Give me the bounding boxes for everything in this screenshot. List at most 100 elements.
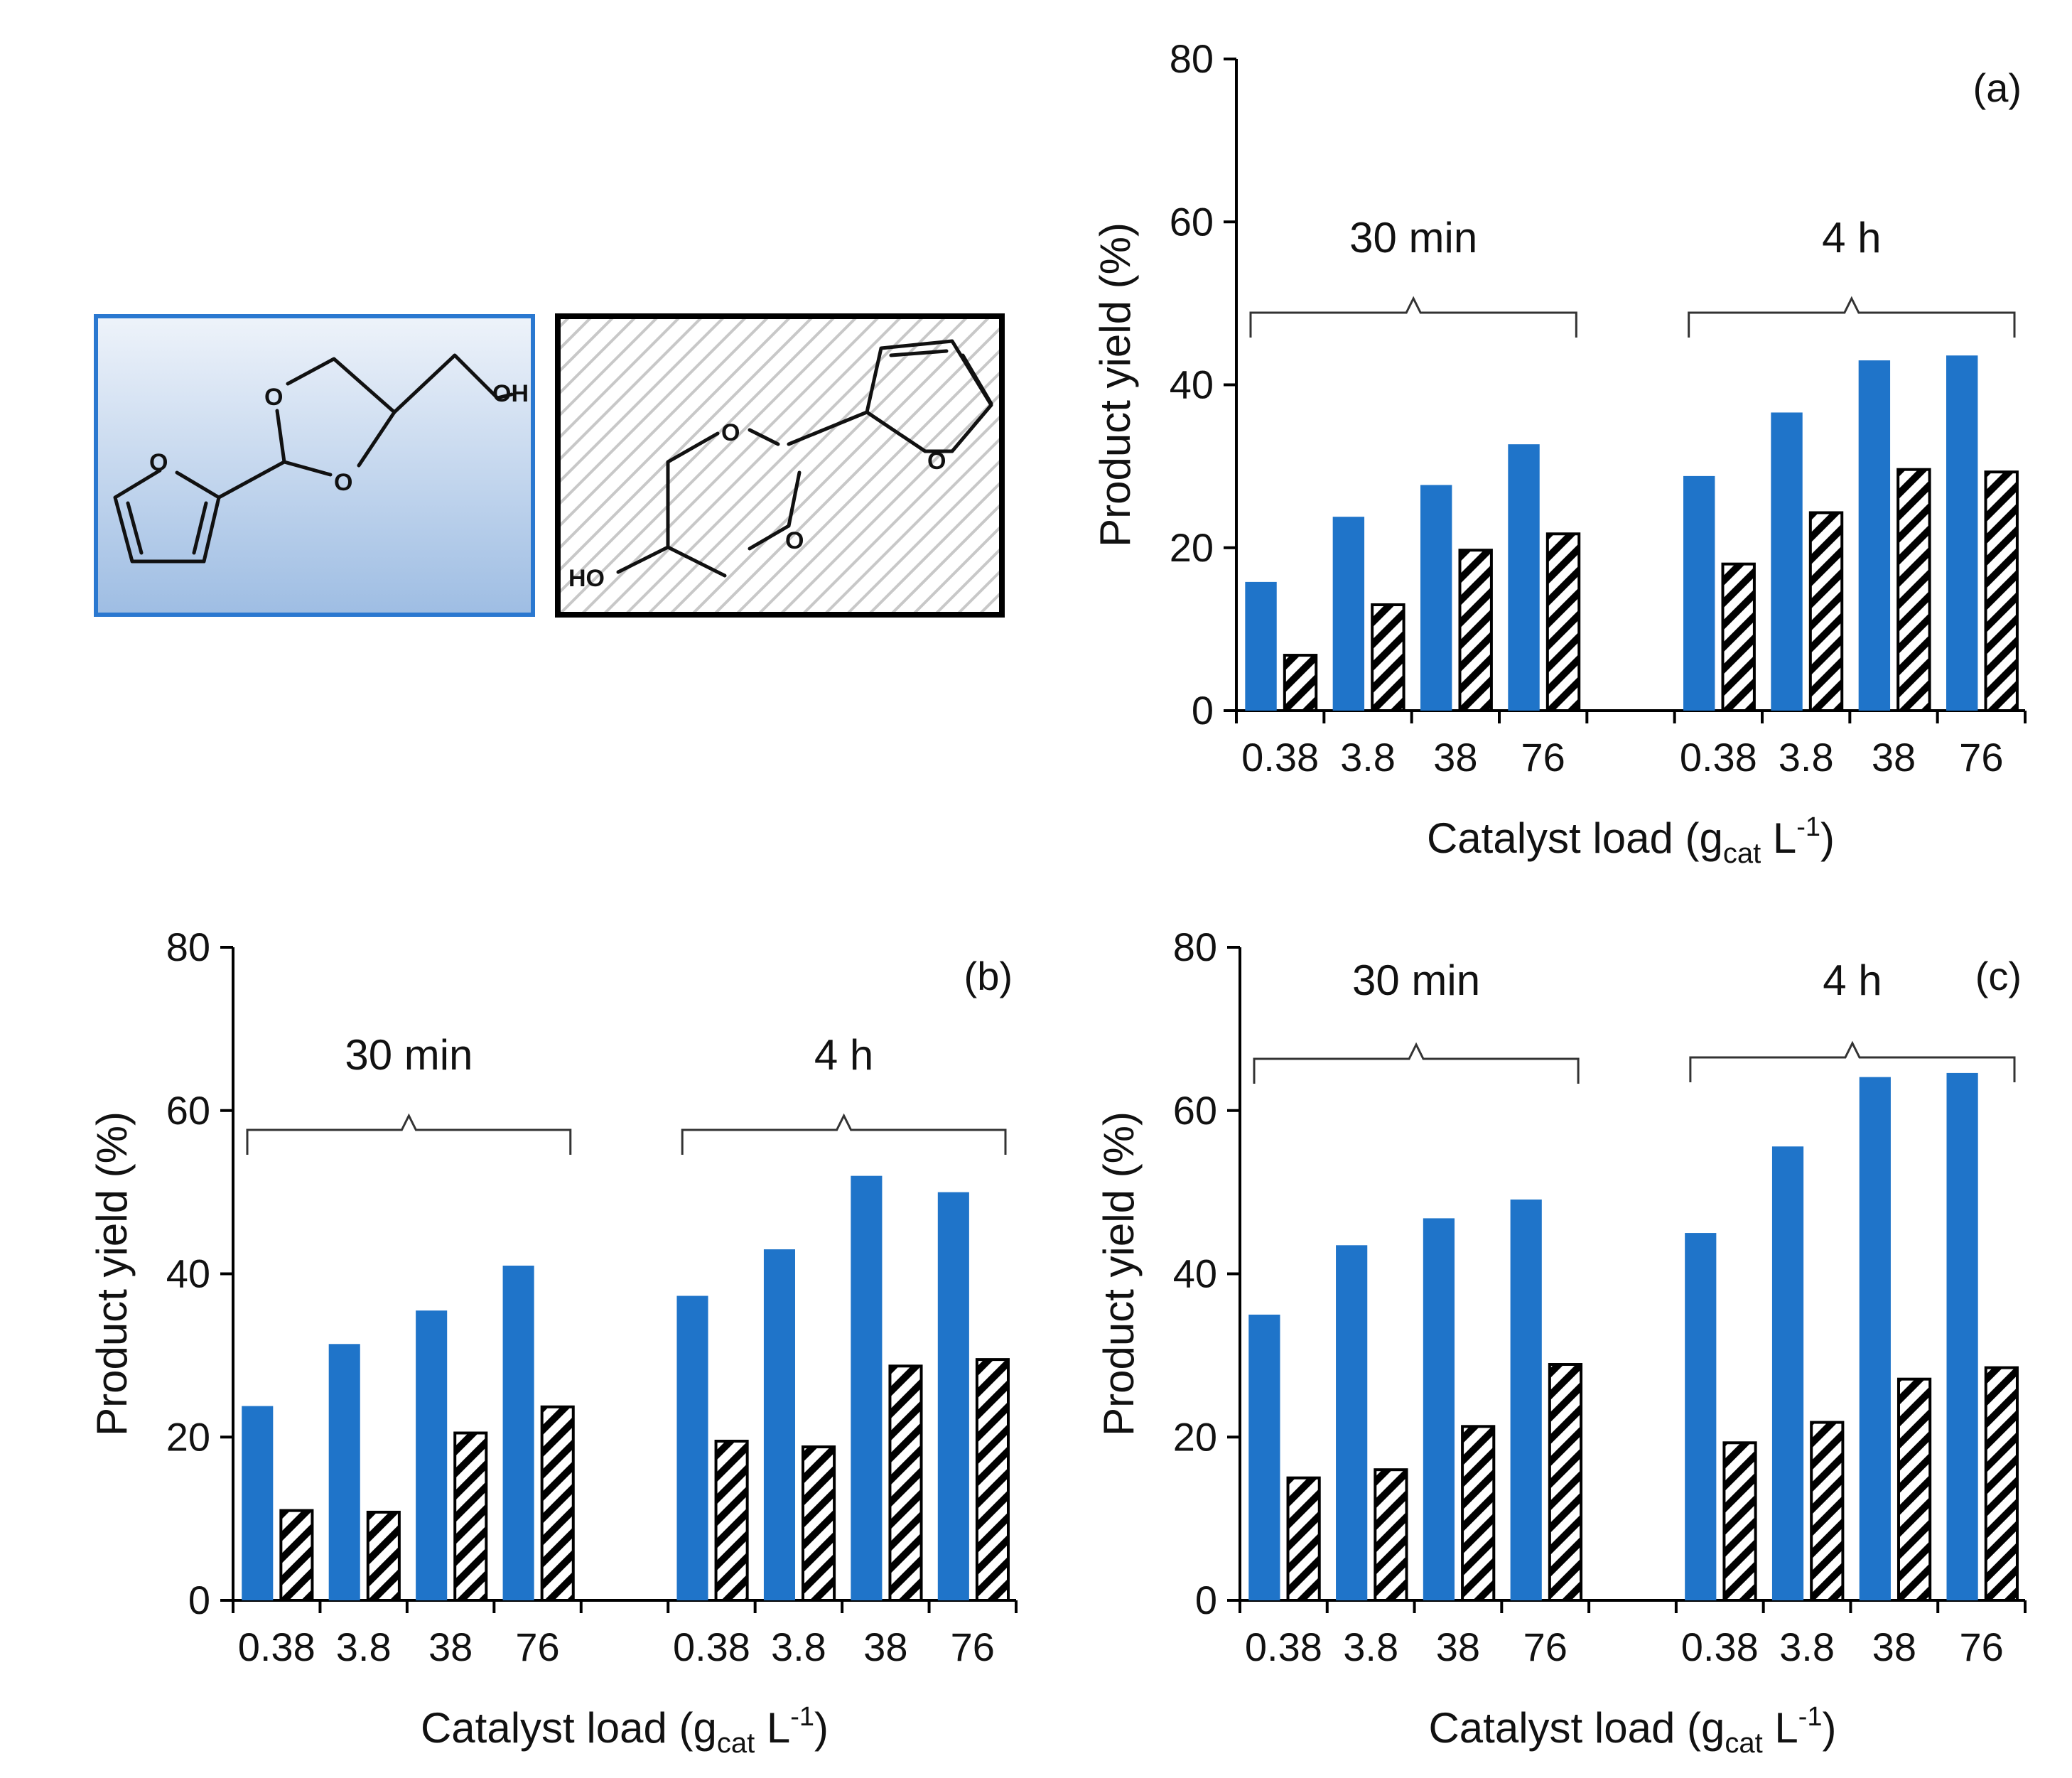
bar-hatched	[1984, 470, 2019, 712]
bar-blue	[242, 1406, 274, 1600]
bar-hatched	[975, 1358, 1010, 1602]
bar-hatched	[1896, 468, 1931, 713]
y-tick-label: 0	[188, 1578, 210, 1622]
bar-hatched	[1721, 562, 1756, 712]
x-axis-title: Catalyst load (gcat L-1)	[421, 1702, 829, 1759]
x-tick-label: 3.8	[771, 1625, 826, 1669]
bar-blue	[1683, 475, 1715, 711]
bar-blue	[1423, 1218, 1455, 1600]
x-tick-label: 38	[428, 1625, 473, 1669]
group-brace	[1688, 296, 2016, 338]
atom-oh-1: OH	[492, 380, 529, 407]
x-tick-label: 3.8	[336, 1625, 392, 1669]
atom-o-furan-2: O	[927, 448, 946, 475]
bar-hatched	[1374, 1468, 1408, 1602]
x-tick-label: 76	[515, 1625, 559, 1669]
atom-o-ring-2a: O	[721, 419, 740, 446]
chart-panel-a: 0 20 40 60 80 0.38 3.8 38 76 30 min 0.38 3.8 38 76 4 h…	[1091, 36, 2027, 869]
group-label: 30 min	[1352, 957, 1480, 1004]
y-tick-label: 60	[166, 1088, 210, 1133]
bar-blue	[763, 1249, 795, 1600]
molecule-dioxane: O O O HO	[555, 313, 1005, 618]
x-tick-label: 0.38	[1241, 735, 1319, 780]
group-label: 30 min	[1349, 214, 1477, 262]
y-tick-label: 20	[1170, 525, 1214, 570]
bar-blue	[1946, 1072, 1978, 1600]
bar-blue	[1771, 412, 1803, 711]
bar-blue	[851, 1175, 883, 1600]
group-brace	[1253, 1042, 1580, 1084]
dioxolane-structure	[113, 353, 514, 564]
x-tick-label: 76	[1521, 735, 1565, 780]
bar-blue	[1508, 444, 1540, 711]
panel-label: (b)	[964, 954, 1013, 998]
y-tick-label: 80	[166, 925, 210, 969]
bar-blue	[1946, 355, 1978, 711]
bar-blue	[1332, 517, 1365, 711]
bar-hatched	[453, 1431, 488, 1602]
bar-blue	[676, 1295, 708, 1600]
bar-hatched	[714, 1439, 749, 1602]
bar-hatched	[366, 1510, 401, 1602]
bar-blue	[416, 1310, 448, 1600]
y-axis-title: Product yield (%)	[1095, 1111, 1143, 1436]
x-tick-label: 76	[1959, 735, 2003, 780]
x-tick-label: 0.38	[1245, 1625, 1322, 1669]
y-tick-label: 20	[1173, 1414, 1217, 1459]
y-tick-label: 0	[1195, 1578, 1217, 1622]
atom-o-ring-1b: O	[334, 469, 352, 496]
x-tick-label: 0.38	[1680, 735, 1757, 780]
bar-hatched	[1458, 549, 1493, 712]
y-tick-label: 20	[166, 1414, 210, 1459]
bar-hatched	[1722, 1441, 1757, 1602]
blue-legend-box	[94, 314, 535, 617]
bar-hatched	[1286, 1476, 1321, 1602]
bar-hatched	[802, 1445, 836, 1602]
x-tick-label: 0.38	[238, 1625, 315, 1669]
y-tick-label: 80	[1170, 36, 1214, 81]
group-brace	[246, 1113, 572, 1155]
bar-hatched	[1810, 1421, 1845, 1602]
x-tick-label: 3.8	[1343, 1625, 1398, 1669]
bar-hatched	[1548, 1363, 1583, 1602]
group-label: 4 h	[1822, 214, 1881, 262]
x-tick-label: 38	[1436, 1625, 1480, 1669]
bar-blue	[1336, 1245, 1368, 1600]
bar-hatched	[1984, 1366, 2019, 1602]
y-tick-label: 60	[1173, 1088, 1217, 1133]
bar-blue	[1420, 485, 1452, 711]
x-tick-label: 38	[863, 1625, 907, 1669]
bar-blue	[502, 1266, 534, 1600]
atom-o-ring-1a: O	[264, 384, 283, 411]
x-tick-label: 76	[1959, 1625, 2003, 1669]
y-tick-label: 40	[166, 1251, 210, 1296]
bar-blue	[1510, 1199, 1542, 1600]
atom-ho-2: HO	[568, 565, 605, 592]
bar-blue	[1771, 1146, 1804, 1600]
x-tick-label: 76	[951, 1625, 995, 1669]
x-axis-title: Catalyst load (gcat L-1)	[1427, 812, 1835, 869]
y-tick-label: 0	[1192, 688, 1214, 733]
bar-blue	[1685, 1233, 1717, 1600]
panel-label: (a)	[1973, 65, 2022, 110]
bar-blue	[1245, 581, 1277, 711]
group-label: 4 h	[1823, 957, 1882, 1004]
chart-panel-b: 0 20 40 60 80 0.38 3.8 38 76 30 min 0.38 3.8 38 76 4 h…	[88, 925, 1018, 1759]
y-tick-label: 40	[1173, 1251, 1217, 1296]
y-tick-label: 40	[1170, 362, 1214, 407]
bar-hatched	[1283, 654, 1318, 712]
y-tick-label: 80	[1173, 925, 1217, 969]
x-tick-label: 3.8	[1779, 735, 1834, 780]
group-label: 30 min	[345, 1031, 473, 1079]
molecule-dioxolane: O O O OH	[94, 314, 535, 617]
bar-blue	[1859, 1077, 1891, 1600]
x-tick-label: 38	[1872, 735, 1916, 780]
x-tick-label: 3.8	[1779, 1625, 1835, 1669]
bar-hatched	[888, 1364, 923, 1602]
bar-hatched	[1808, 511, 1844, 712]
x-tick-label: 38	[1872, 1625, 1916, 1669]
x-tick-label: 3.8	[1340, 735, 1396, 780]
dioxane-structure	[616, 339, 993, 578]
atom-o-furan-1: O	[149, 449, 168, 476]
